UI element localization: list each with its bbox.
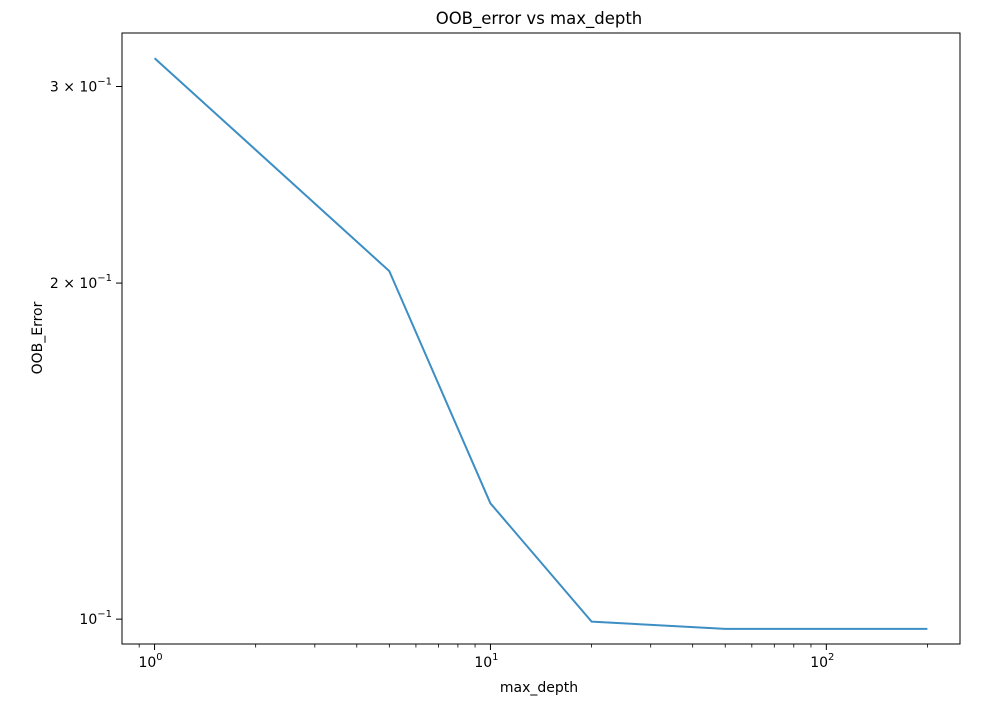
x-axis: 100 101 102: [138, 644, 928, 671]
x-tick-label: 101: [474, 652, 498, 671]
y-tick-label: 3 × 10−1: [50, 76, 112, 95]
chart-title: OOB_error vs max_depth: [436, 9, 643, 29]
plot-frame: [121, 32, 961, 645]
x-tick-label: 100: [138, 652, 162, 671]
y-axis-label: OOB_Error: [30, 301, 46, 374]
y-tick-label: 2 × 10−1: [50, 273, 112, 292]
x-tick-label: 102: [810, 652, 834, 671]
x-axis-label: max_depth: [500, 680, 578, 696]
y-tick-label: 10−1: [79, 609, 112, 628]
series-line: [153, 57, 928, 630]
series-layer: [153, 57, 928, 630]
y-axis: 3 × 10−1 2 × 10−1 10−1: [50, 76, 122, 628]
